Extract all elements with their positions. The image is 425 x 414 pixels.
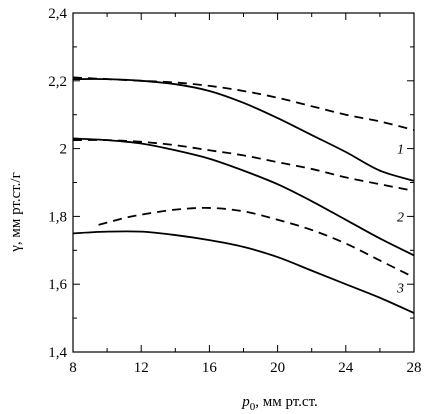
x-tick-label: 16 bbox=[202, 360, 218, 376]
series-3-dashed-line bbox=[98, 206, 415, 279]
x-tick-label: 24 bbox=[338, 360, 354, 376]
plot-area bbox=[72, 12, 415, 353]
y-tick-label: 2,2 bbox=[48, 74, 67, 90]
x-tick-label: 20 bbox=[270, 360, 285, 376]
axis-ticks: 8 12 16 20 24 281,41,61,822,22,4 bbox=[48, 6, 421, 376]
x-axis-title: p0, мм рт.ст. bbox=[241, 394, 318, 413]
y-tick-label: 2,4 bbox=[48, 6, 67, 22]
curve-label-1: 1 bbox=[397, 143, 404, 158]
y-axis-title: γ, мм рт.ст./г bbox=[8, 172, 24, 253]
y-tick-label: 1,8 bbox=[48, 209, 67, 225]
series-group bbox=[72, 76, 415, 314]
x-axis-title-sub: 0 bbox=[250, 401, 256, 413]
curve-labels: 1 2 3 bbox=[396, 143, 404, 297]
series-1-dashed-line bbox=[72, 76, 415, 131]
series-2-dashed-line bbox=[72, 139, 415, 192]
x-axis-title-main: p bbox=[241, 394, 250, 410]
curve-label-3: 3 bbox=[396, 282, 404, 297]
series-2-solid-line bbox=[72, 137, 415, 257]
y-tick-label: 1,6 bbox=[48, 277, 67, 293]
x-tick-label: 8 bbox=[69, 360, 77, 376]
curve-label-2: 2 bbox=[397, 210, 404, 225]
x-axis-title-rest: , мм рт.ст. bbox=[255, 394, 318, 410]
x-tick-label: 28 bbox=[407, 360, 422, 376]
y-tick-label: 2 bbox=[60, 142, 68, 158]
plot-border bbox=[72, 12, 415, 353]
series-3-solid-line bbox=[72, 230, 415, 314]
x-tick-label: 12 bbox=[134, 360, 149, 376]
y-tick-label: 1,4 bbox=[48, 345, 67, 361]
series-1-solid-line bbox=[72, 78, 415, 182]
